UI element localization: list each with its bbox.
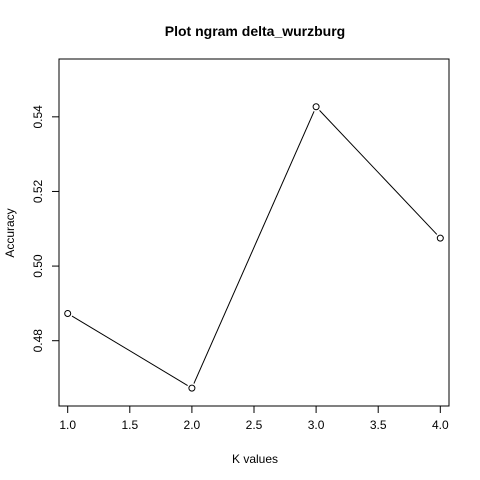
x-tick-label: 2.0 (184, 418, 201, 432)
series-segment (194, 111, 314, 383)
data-point (189, 385, 195, 391)
series-segment (72, 316, 188, 385)
x-axis-label: K values (232, 452, 278, 466)
x-axis: 1.0 1.5 2.0 2.5 3.0 3.5 4.0 (59, 406, 449, 432)
plot-frame (59, 59, 449, 406)
y-tick-label: 0.52 (31, 179, 45, 203)
series-line (65, 104, 444, 391)
x-tick-label: 1.5 (121, 418, 138, 432)
data-point (437, 235, 443, 241)
x-tick-label: 3.0 (308, 418, 325, 432)
data-point (65, 310, 71, 316)
y-tick-label: 0.50 (31, 254, 45, 278)
x-tick-label: 4.0 (432, 418, 449, 432)
y-axis-label: Accuracy (3, 208, 17, 257)
y-tick-label: 0.48 (31, 329, 45, 353)
chart-title: Plot ngram delta_wurzburg (165, 23, 345, 39)
x-tick-label: 3.5 (370, 418, 387, 432)
y-tick-label: 0.54 (31, 105, 45, 129)
data-point (313, 104, 319, 110)
x-tick-label: 1.0 (59, 418, 76, 432)
series-segment (320, 110, 437, 234)
x-tick-label: 2.5 (246, 418, 263, 432)
y-axis: 0.48 0.50 0.52 0.54 (31, 105, 59, 353)
